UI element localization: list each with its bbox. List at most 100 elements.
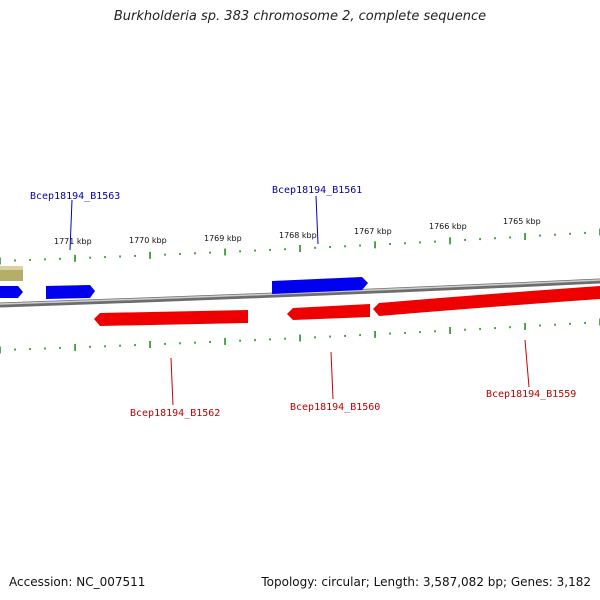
scale-tick: [449, 237, 451, 245]
scale-tick: [389, 332, 391, 335]
gene-label-b1560[interactable]: Bcep18194_B1560: [290, 402, 380, 413]
scale-tick: [0, 346, 1, 354]
scale-tick: [329, 246, 331, 248]
scale-tick: [569, 232, 571, 235]
scale-tick: [14, 348, 16, 351]
scale-tick: [419, 331, 421, 334]
scale-tick: [284, 337, 286, 340]
gene-label-b1562[interactable]: Bcep18194_B1562: [130, 408, 220, 419]
scale-tick: [29, 258, 31, 261]
scale-tick: [329, 335, 331, 338]
scale-tick: [299, 334, 301, 342]
scale-tick: [464, 238, 466, 241]
scale-label-1771: 1771 kbp: [54, 237, 92, 246]
scale-tick: [569, 322, 571, 325]
scale-tick: [269, 338, 271, 341]
scale-tick: [89, 345, 91, 348]
scale-tick: [419, 241, 421, 244]
scale-tick: [0, 257, 1, 265]
gene-label-b1561[interactable]: Bcep18194_B1561: [272, 185, 362, 196]
scale-tick: [554, 323, 556, 326]
scale-tick: [194, 252, 196, 255]
scale-tick: [44, 347, 46, 350]
scale-tick: [224, 337, 226, 345]
backbone: [0, 278, 600, 308]
scale-tick: [164, 253, 166, 256]
scale-tick: [194, 341, 196, 344]
topology-text: Topology: circular; Length: 3,587,082 bp…: [261, 575, 591, 589]
scale-tick: [29, 348, 31, 350]
forward-gene[interactable]: [0, 286, 23, 298]
scale-tick: [164, 342, 166, 345]
scale-tick: [404, 242, 406, 245]
scale-tick: [389, 243, 391, 245]
scale-tick: [344, 245, 346, 248]
scale-tick: [524, 322, 526, 330]
scale-tick: [374, 241, 376, 249]
scale-tick: [449, 327, 451, 334]
scale-tick: [584, 231, 586, 234]
scale-tick: [494, 237, 496, 240]
outer-tick-row: [0, 228, 600, 265]
scale-tick: [254, 339, 256, 342]
scale-tick: [359, 244, 361, 247]
scale-tick: [209, 341, 211, 343]
callout-line-b1562: [170, 357, 174, 406]
backbone-highlight: [0, 279, 600, 305]
gene-label-b1563[interactable]: Bcep18194_B1563: [30, 191, 120, 202]
scale-tick: [539, 324, 541, 327]
scale-tick: [494, 327, 496, 330]
map-title: Burkholderia sp. 383 chromosome 2, compl…: [113, 9, 487, 24]
scale-tick: [509, 236, 511, 239]
reverse-gene-b1560[interactable]: [287, 304, 370, 320]
scale-tick: [314, 336, 316, 339]
other-feature-highlight: [0, 266, 23, 270]
inner-tick-row: [0, 318, 600, 354]
callout-line-b1560: [330, 351, 334, 400]
scale-label-1766: 1766 kbp: [429, 222, 467, 231]
callout-line-b1561: [315, 195, 319, 245]
scale-tick: [119, 255, 121, 258]
scale-label-1770: 1770 kbp: [129, 236, 167, 245]
scale-tick: [149, 341, 151, 348]
scale-label-1769: 1769 kbp: [204, 234, 242, 243]
scale-tick: [479, 327, 481, 330]
scale-tick: [554, 233, 556, 236]
scale-tick: [539, 234, 541, 237]
scale-tick: [44, 258, 46, 261]
scale-tick: [359, 334, 361, 337]
scale-tick: [59, 257, 61, 260]
scale-tick: [134, 254, 136, 257]
scale-tick: [314, 246, 316, 249]
forward-gene-b1563[interactable]: [46, 285, 95, 299]
scale-tick: [239, 250, 241, 253]
scale-tick: [179, 342, 181, 345]
scale-tick: [89, 256, 91, 259]
scale-tick: [434, 240, 436, 243]
scale-tick: [284, 248, 286, 251]
scale-tick: [509, 326, 511, 329]
scale-tick: [74, 343, 76, 351]
scale-tick: [404, 331, 406, 334]
other-feature[interactable]: [0, 268, 23, 281]
reverse-gene-b1562[interactable]: [94, 310, 248, 326]
gene-label-b1559[interactable]: Bcep18194_B1559: [486, 389, 576, 400]
scale-tick: [134, 344, 136, 347]
scale-tick: [344, 334, 346, 337]
scale-tick: [434, 330, 436, 333]
reverse-gene-b1559[interactable]: [373, 286, 600, 316]
scale-tick: [119, 344, 121, 347]
scale-tick: [14, 259, 16, 262]
scale-tick: [149, 251, 151, 259]
scale-tick: [59, 346, 61, 349]
scale-tick: [269, 248, 271, 251]
scale-tick: [524, 233, 526, 240]
scale-tick: [74, 254, 76, 262]
forward-gene-b1561[interactable]: [272, 277, 368, 294]
scale-tick: [209, 251, 211, 254]
accession-text: Accession: NC_007511: [9, 575, 146, 589]
scale-tick: [584, 321, 586, 324]
scale-tick: [104, 345, 106, 348]
scale-label-1767: 1767 kbp: [354, 227, 392, 236]
